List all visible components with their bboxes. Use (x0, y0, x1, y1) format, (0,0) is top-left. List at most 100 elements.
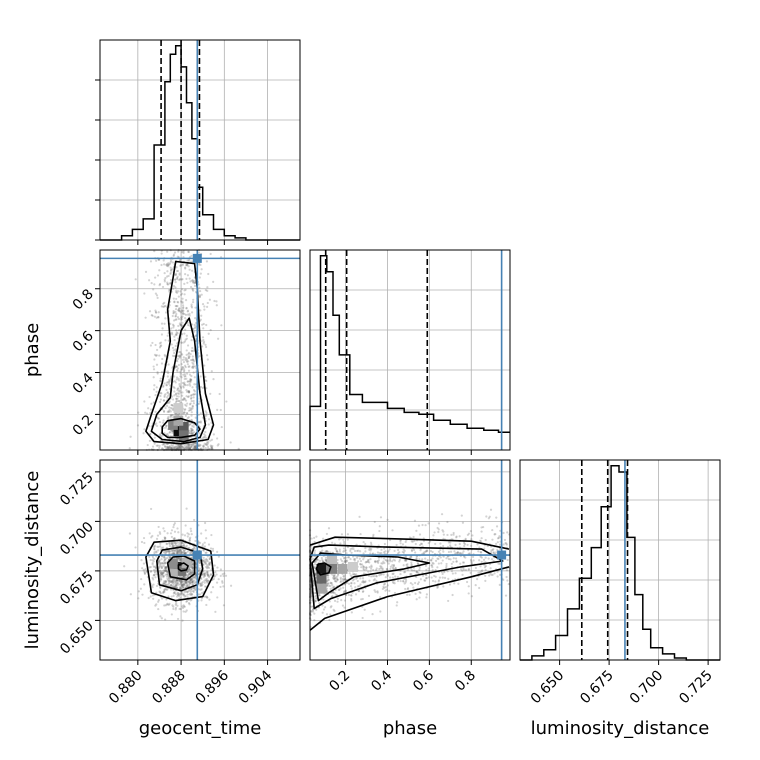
scatter-point (310, 537, 313, 540)
scatter-point (415, 557, 418, 560)
scatter-point (191, 569, 194, 572)
scatter-point (177, 377, 180, 380)
scatter-point (189, 578, 192, 582)
scatter-point (224, 574, 228, 577)
scatter-point (442, 530, 445, 533)
scatter-point (165, 550, 168, 553)
scatter-point (183, 583, 186, 586)
scatter-point (181, 381, 184, 385)
scatter-point (166, 446, 169, 449)
scatter-point (205, 577, 209, 581)
scatter-point (476, 577, 479, 581)
scatter-point (336, 550, 339, 553)
scatter-point (470, 538, 473, 541)
scatter-point (442, 544, 445, 548)
scatter-point (186, 412, 189, 415)
scatter-point (169, 266, 172, 269)
scatter-point (165, 264, 169, 267)
scatter-point (189, 377, 192, 381)
scatter-point (406, 563, 409, 566)
scatter-point (404, 577, 408, 581)
scatter-point (180, 541, 184, 544)
scatter-point (183, 580, 186, 583)
scatter-point (177, 295, 180, 298)
scatter-point (181, 551, 184, 554)
scatter-point (206, 596, 209, 599)
scatter-point (214, 610, 217, 613)
scatter-point (159, 345, 162, 348)
scatter-point (205, 581, 209, 584)
scatter-point (181, 447, 184, 450)
scatter-point (168, 431, 172, 434)
scatter-point (203, 364, 206, 367)
scatter-point (164, 569, 168, 572)
scatter-point (179, 586, 182, 589)
scatter-point (190, 394, 193, 397)
scatter-point (431, 565, 434, 569)
scatter-point (157, 549, 160, 552)
scatter-point (358, 584, 361, 588)
scatter-point (174, 447, 177, 450)
scatter-point (186, 310, 189, 313)
scatter-point (415, 570, 418, 573)
scatter-point (177, 550, 181, 554)
scatter-point (192, 586, 195, 590)
scatter-point (160, 597, 164, 600)
scatter-point (146, 412, 149, 415)
scatter-point (153, 565, 156, 568)
scatter-point (173, 394, 176, 397)
scatter-point (504, 594, 508, 597)
scatter-point (181, 311, 184, 314)
scatter-point (186, 570, 189, 574)
scatter-point (186, 590, 189, 594)
scatter-point (456, 551, 460, 554)
scatter-point (181, 309, 184, 313)
scatter-point (505, 575, 508, 579)
scatter-point (359, 583, 362, 586)
scatter-point (194, 445, 197, 449)
scatter-point (355, 577, 358, 580)
scatter-point (336, 600, 339, 603)
scatter-point (174, 585, 177, 588)
scatter-point (150, 402, 153, 405)
scatter-point (172, 542, 175, 545)
scatter-point (161, 573, 164, 576)
scatter-point (162, 574, 165, 577)
scatter-point (157, 525, 160, 529)
scatter-point (183, 584, 186, 587)
scatter-point (314, 572, 317, 575)
scatter-point (155, 354, 158, 357)
scatter-point (330, 605, 333, 608)
scatter-point (179, 597, 182, 600)
scatter-point (180, 447, 183, 450)
scatter-point (175, 289, 178, 292)
scatter-point (194, 447, 197, 450)
scatter-point (159, 398, 163, 401)
scatter-point (194, 580, 197, 583)
scatter-point (154, 343, 157, 347)
scatter-point (455, 535, 458, 538)
scatter-point (369, 549, 372, 552)
scatter-point (176, 275, 179, 278)
scatter-point (191, 567, 194, 570)
scatter-point (183, 575, 186, 578)
scatter-point (375, 567, 378, 570)
scatter-point (204, 578, 207, 581)
scatter-point (445, 557, 448, 560)
scatter-point (162, 384, 165, 387)
scatter-point (413, 581, 417, 585)
scatter-point (368, 565, 371, 569)
scatter-point (211, 549, 215, 552)
scatter-point (172, 526, 175, 529)
scatter-point (333, 609, 336, 613)
scatter-point (467, 532, 471, 535)
scatter-point (174, 286, 177, 289)
scatter-point (143, 583, 146, 586)
scatter-point (425, 568, 428, 572)
scatter-point (327, 576, 330, 579)
scatter-point (175, 312, 178, 316)
scatter-point (164, 393, 167, 396)
scatter-point (179, 300, 183, 303)
scatter-point (185, 551, 188, 554)
scatter-point (153, 568, 156, 572)
